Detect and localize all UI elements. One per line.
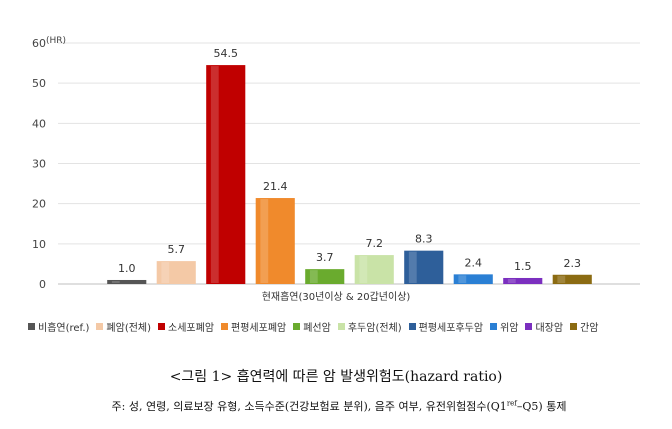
y-tick-label: 10 xyxy=(32,238,46,251)
legend-swatch xyxy=(525,323,533,330)
bar-highlight xyxy=(458,275,467,283)
legend-swatch xyxy=(158,323,166,330)
bar-chart: 0 10 20 30 40 50 60 (HR) 1.0 5.7 54.5 21.4 3.7 7.2 8… xyxy=(32,36,640,303)
bar-highlight xyxy=(557,275,566,283)
legend-swatch xyxy=(96,323,104,330)
legend-label: 위암 xyxy=(500,323,519,334)
legend-label: 비흡연(ref.) xyxy=(38,323,90,334)
bar-highlight xyxy=(161,262,170,283)
y-tick-label: 50 xyxy=(32,77,46,90)
bar xyxy=(305,269,345,284)
bars xyxy=(107,65,592,284)
bar-highlight xyxy=(309,270,318,283)
legend-item: 소세포폐암 xyxy=(158,319,214,334)
data-label: 8.3 xyxy=(415,233,433,246)
data-label: 5.7 xyxy=(168,243,186,256)
footnote-suffix: –Q5) 통제 xyxy=(516,400,567,413)
legend-label: 폐암(전체) xyxy=(106,323,152,334)
legend-item: 폐선암 xyxy=(293,319,331,334)
y-tick-label: 40 xyxy=(32,117,46,130)
data-label: 21.4 xyxy=(263,180,288,193)
figure-caption: <그림 1> 흡연력에 따른 암 발생위험도(hazard ratio) xyxy=(169,369,503,385)
bar xyxy=(255,198,295,284)
legend-item: 폐암(전체) xyxy=(96,319,151,334)
legend-label: 편평세포후두암 xyxy=(418,323,484,334)
legend-swatch xyxy=(28,323,35,330)
legend-item: 위암 xyxy=(490,319,518,334)
bar xyxy=(354,255,394,284)
legend-item: 대장암 xyxy=(525,319,563,334)
legend-item: 편평세포폐암 xyxy=(221,319,286,334)
legend-swatch xyxy=(337,323,345,330)
bar xyxy=(552,274,592,284)
bar xyxy=(156,261,196,284)
legend-swatch xyxy=(490,323,498,330)
data-label: 3.7 xyxy=(316,251,334,264)
legend-label: 후두암(전체) xyxy=(347,323,402,334)
data-label: 2.4 xyxy=(465,256,483,269)
legend-label: 소세포폐암 xyxy=(168,323,215,334)
bar-highlight xyxy=(260,199,269,283)
y-tick-label: 30 xyxy=(32,158,46,171)
legend-item: 후두암(전체) xyxy=(337,319,402,334)
legend: 비흡연(ref.) 폐암(전체) 소세포폐암 편평세포폐암 폐선암 후두암(전체) 편평세포… xyxy=(28,319,668,334)
bar-highlight xyxy=(210,66,219,283)
y-tick-label: 60 xyxy=(32,37,46,50)
y-tick-label: 20 xyxy=(32,198,46,211)
footnote-prefix: 주: 성, 연령, 의료보장 유형, 소득수준(건강보험료 분위), 음주 여부… xyxy=(111,400,507,413)
data-label: 1.5 xyxy=(514,260,532,273)
footnote: 주: 성, 연령, 의료보장 유형, 소득수준(건강보험료 분위), 음주 여부… xyxy=(6,398,672,414)
bar xyxy=(404,250,444,284)
bar-highlight xyxy=(111,280,120,283)
legend-swatch xyxy=(221,323,229,330)
data-label: 2.3 xyxy=(564,257,582,270)
bar-highlight xyxy=(408,251,417,283)
legend-label: 편평세포폐암 xyxy=(231,323,287,334)
y-axis-unit-label: (HR) xyxy=(46,36,66,46)
legend-label: 폐선암 xyxy=(303,323,331,334)
footnote-superscript: ref xyxy=(506,399,517,408)
data-labels: 1.0 5.7 54.5 21.4 3.7 7.2 8.3 2.4 1.5 2.3 xyxy=(118,47,581,275)
legend-label: 대장암 xyxy=(535,323,564,334)
data-label: 54.5 xyxy=(214,47,239,60)
bar xyxy=(453,274,493,284)
legend-item: 간암 xyxy=(570,319,598,334)
legend-swatch xyxy=(408,323,416,330)
legend-label: 간암 xyxy=(580,323,599,334)
y-axis-ticks: 0 10 20 30 40 50 60 xyxy=(32,37,46,291)
bar-highlight xyxy=(507,278,516,283)
bar xyxy=(107,279,147,284)
bar xyxy=(503,277,543,284)
data-label: 1.0 xyxy=(118,262,136,275)
legend-item: 비흡연(ref.) xyxy=(28,319,89,334)
legend-swatch xyxy=(570,323,578,330)
gridlines xyxy=(58,42,640,285)
bar xyxy=(206,65,246,284)
legend-swatch xyxy=(293,323,301,330)
bar-highlight xyxy=(359,256,368,283)
y-tick-label: 0 xyxy=(39,278,46,291)
legend-item: 편평세포후두암 xyxy=(408,319,484,334)
data-label: 7.2 xyxy=(366,237,384,250)
x-axis-category-label: 현재흡연(30년이상 & 20갑년이상) xyxy=(262,290,411,303)
